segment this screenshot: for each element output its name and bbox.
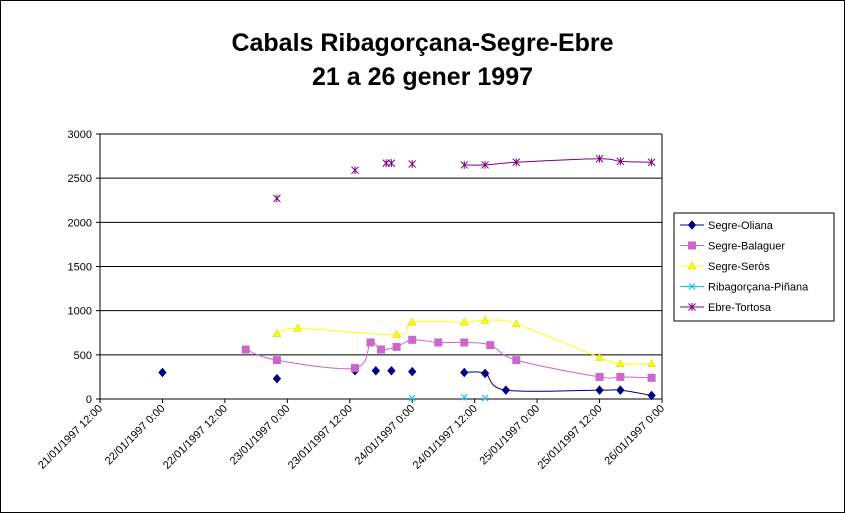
series-0-point-1 (272, 373, 282, 384)
chart-title: Cabals Ribagorçana-Segre-Ebre 21 a 26 ge… (0, 26, 845, 94)
legend-marker-1 (688, 241, 696, 250)
chart-title-line-1: Cabals Ribagorçana-Segre-Ebre (231, 29, 614, 57)
series-1-point-1 (272, 356, 281, 365)
series-1-point-3 (366, 338, 375, 347)
series-0-point-0 (158, 367, 167, 378)
series-3-point-1 (460, 393, 468, 401)
series-1-point-8 (460, 338, 469, 347)
series-4-point-7 (512, 158, 521, 167)
series-0-point-8 (501, 385, 511, 395)
series-4-point-3 (387, 159, 396, 168)
series-4-point-4 (408, 160, 417, 169)
series-1-point-9 (486, 341, 495, 350)
series-2-point-0 (272, 329, 282, 337)
series-1-point-5 (392, 342, 401, 351)
legend-label-0: Segre-Oliana (708, 220, 774, 232)
series-2-point-5 (480, 315, 490, 324)
series-1-point-2 (350, 364, 359, 373)
series-2-point-7 (595, 352, 604, 361)
series-2-point-2 (392, 330, 402, 338)
series-0-point-10 (616, 385, 625, 395)
series-3-point-2 (481, 394, 489, 402)
x-tick-label-8: 25/01/1997 12:00 (536, 403, 605, 472)
series-0-point-3 (371, 365, 380, 376)
series-2-point-8 (615, 359, 625, 367)
legend-label-3: Ribagorçana-Piñana (708, 282, 809, 294)
y-tick-label-5: 2500 (68, 173, 92, 185)
series-4-point-0 (273, 194, 281, 203)
series-0-point-7 (480, 368, 490, 379)
series-4-point-8 (595, 154, 604, 163)
legend-label-2: Segre-Seròs (708, 261, 770, 273)
legend-marker-0 (687, 220, 697, 230)
series-2-line-0 (276, 319, 652, 365)
series-1-point-4 (377, 345, 385, 354)
series-1-point-10 (512, 356, 521, 365)
series-2-point-3 (407, 317, 417, 326)
series-1-point-13 (647, 373, 656, 382)
series-1-point-12 (616, 372, 625, 381)
series-1-point-7 (434, 338, 443, 347)
series-4-point-9 (616, 157, 625, 166)
chart-title-line-2: 21 a 26 gener 1997 (312, 63, 533, 91)
series-1-point-11 (595, 372, 604, 381)
series-1-point-6 (408, 335, 417, 344)
y-tick-label-2: 1000 (68, 306, 92, 318)
x-tick-label-6: 24/01/1997 12:00 (411, 403, 480, 472)
series-2-point-6 (511, 319, 521, 328)
series-4-point-1 (351, 166, 359, 175)
x-tick-label-1: 22/01/1997 0:00 (103, 403, 168, 468)
x-tick-label-2: 22/01/1997 12:00 (161, 403, 230, 472)
legend-label-4: Ebre-Tortosa (708, 302, 772, 314)
y-tick-label-4: 2000 (68, 217, 92, 229)
x-tick-label-5: 24/01/1997 0:00 (353, 403, 418, 468)
series-2-point-4 (459, 317, 469, 326)
series-0-point-6 (460, 367, 469, 378)
series-2-point-9 (647, 359, 657, 367)
series-4-point-10 (647, 158, 656, 167)
series-3-point-0 (408, 394, 416, 402)
series-1-point-0 (241, 345, 250, 354)
legend-box (673, 212, 835, 322)
y-tick-label-6: 3000 (68, 129, 92, 141)
legend-marker-4 (688, 303, 696, 311)
legend-marker-2 (687, 261, 697, 270)
series-0-point-4 (387, 365, 396, 376)
x-tick-label-0: 21/01/1997 12:00 (36, 403, 105, 472)
legend-marker-3 (688, 283, 696, 290)
series-4-line-0 (464, 158, 652, 166)
x-tick-label-4: 23/01/1997 12:00 (286, 403, 355, 472)
y-tick-label-3: 1500 (68, 262, 92, 274)
series-4-point-5 (460, 160, 469, 169)
x-tick-label-7: 25/01/1997 0:00 (478, 403, 543, 468)
y-tick-label-1: 500 (74, 350, 92, 362)
series-2-point-1 (293, 323, 303, 332)
series-0-point-5 (408, 366, 417, 377)
series-0-point-11 (647, 390, 656, 401)
x-tick-label-9: 26/01/1997 0:00 (602, 403, 667, 468)
series-1-line-0 (245, 339, 652, 379)
series-4-point-6 (481, 160, 489, 169)
y-tick-label-0: 0 (86, 394, 92, 406)
x-tick-label-3: 23/01/1997 0:00 (228, 403, 293, 468)
series-0-point-9 (595, 385, 604, 395)
legend-label-1: Segre-Balaguer (708, 241, 785, 253)
